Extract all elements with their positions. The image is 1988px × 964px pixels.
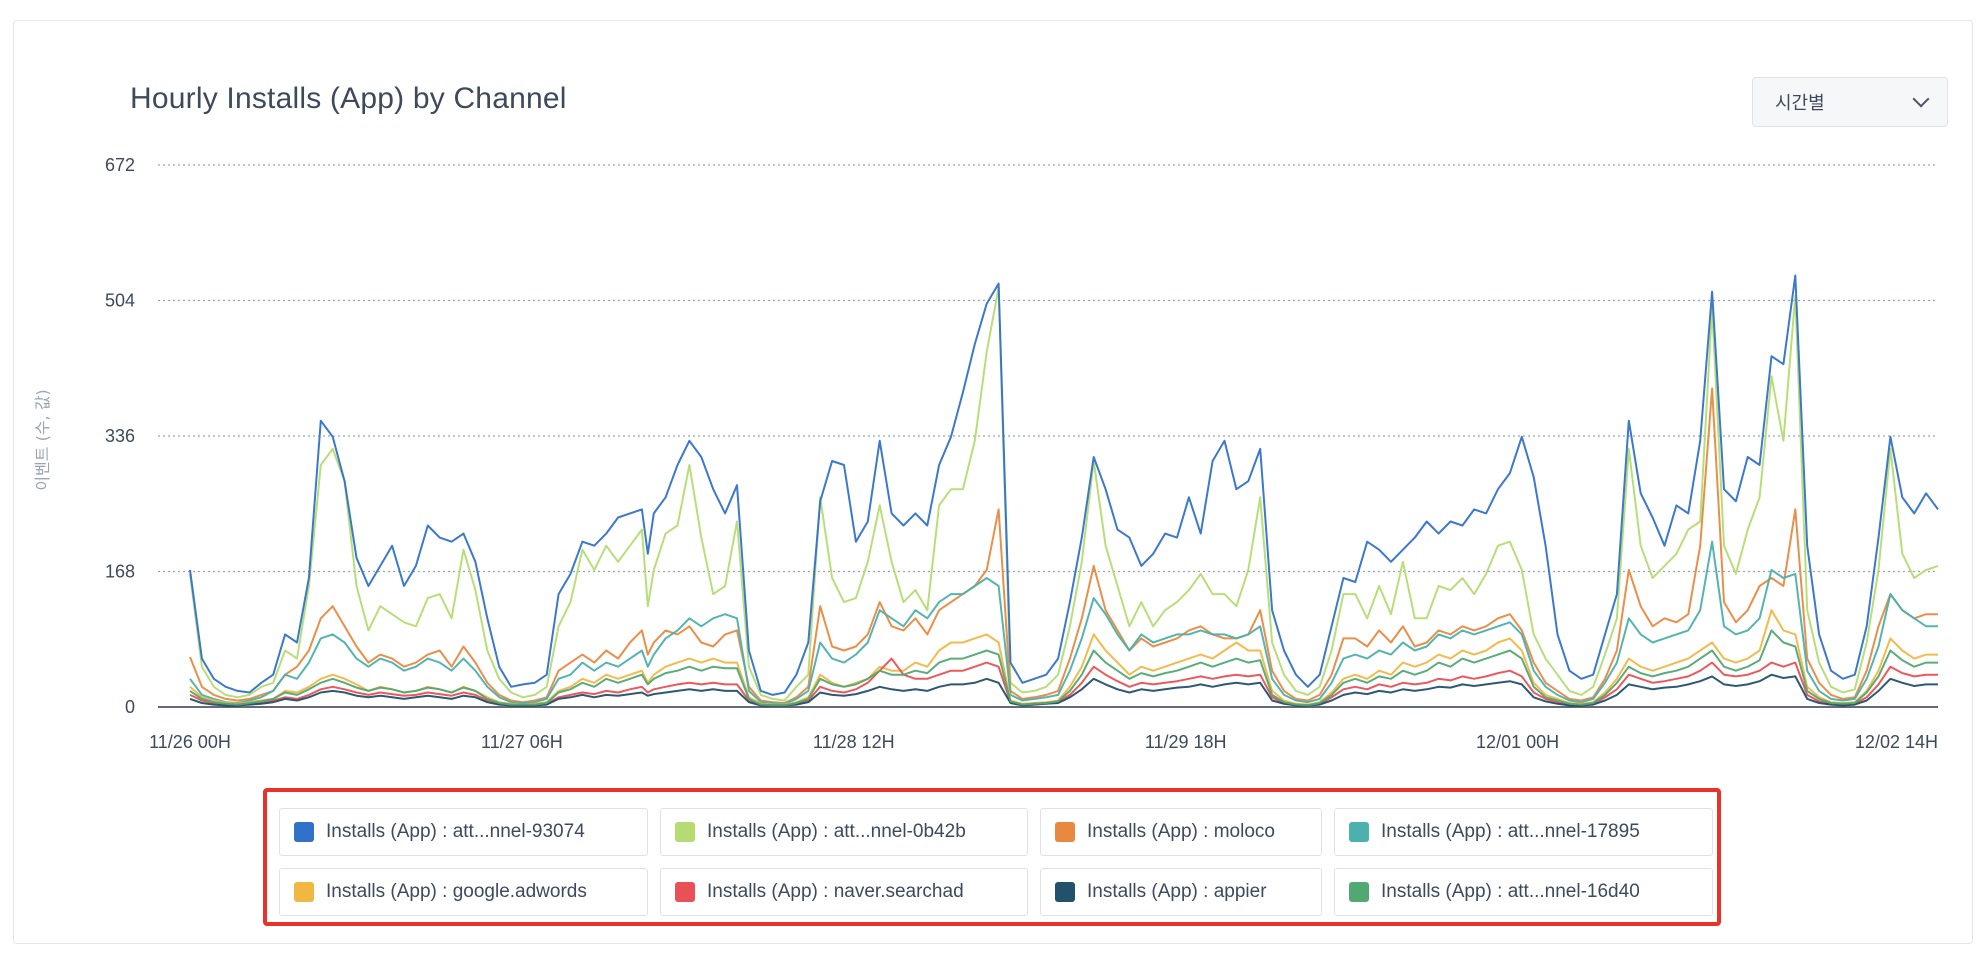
x-tick-label: 11/29 18H bbox=[1145, 732, 1227, 752]
y-axis-label: 이벤트 (수, 값) bbox=[33, 389, 52, 490]
x-tick-label: 11/26 00H bbox=[149, 732, 231, 752]
legend-swatch bbox=[1055, 882, 1075, 902]
series-line-8 bbox=[189, 629, 1938, 707]
axes: 0 168 336 504 672 11/26 00H 11/27 06H 11/28 12H… bbox=[105, 155, 1938, 752]
y-tick-label: 168 bbox=[105, 562, 135, 582]
y-tick-label: 504 bbox=[105, 291, 135, 311]
legend-item[interactable]: Installs (App) : appier bbox=[1040, 868, 1322, 916]
series-line-5 bbox=[189, 609, 1938, 706]
legend-label: Installs (App) : att...nnel-93074 bbox=[326, 821, 585, 842]
x-tick-label: 12/02 14H bbox=[1855, 732, 1938, 752]
interval-select-value: 시간별 bbox=[1775, 93, 1825, 113]
legend-label: Installs (App) : appier bbox=[1087, 881, 1267, 902]
series-lines bbox=[189, 274, 1939, 707]
x-tick-label: 11/27 06H bbox=[481, 732, 563, 752]
legend-swatch bbox=[1055, 822, 1075, 842]
legend-item[interactable]: Installs (App) : google.adwords bbox=[279, 868, 648, 916]
legend-item[interactable]: Installs (App) : att...nnel-16d40 bbox=[1334, 868, 1713, 916]
y-tick-label: 672 bbox=[105, 155, 135, 175]
legend: Installs (App) : att...nnel-93074 Install… bbox=[263, 788, 1721, 926]
series-line-4 bbox=[189, 540, 1938, 705]
series-line-1 bbox=[189, 274, 1939, 696]
series-line-7 bbox=[189, 673, 1938, 707]
legend-label: Installs (App) : att...nnel-16d40 bbox=[1381, 881, 1640, 902]
series-line-2 bbox=[189, 286, 1939, 702]
legend-item[interactable]: Installs (App) : att...nnel-0b42b bbox=[660, 808, 1028, 856]
legend-swatch bbox=[1349, 882, 1369, 902]
legend-item[interactable]: Installs (App) : att...nnel-17895 bbox=[1334, 808, 1713, 856]
y-tick-label: 336 bbox=[105, 426, 135, 446]
gridlines bbox=[158, 164, 1938, 573]
y-tick-label: 0 bbox=[125, 697, 135, 717]
legend-label: Installs (App) : naver.searchad bbox=[707, 881, 964, 902]
legend-swatch bbox=[294, 822, 314, 842]
legend-swatch bbox=[294, 882, 314, 902]
legend-swatch bbox=[675, 822, 695, 842]
legend-item[interactable]: Installs (App) : moloco bbox=[1040, 808, 1322, 856]
legend-label: Installs (App) : att...nnel-0b42b bbox=[707, 821, 966, 842]
x-tick-label: 12/01 00H bbox=[1476, 732, 1559, 752]
series-line-3 bbox=[189, 387, 1938, 704]
x-tick-label: 11/28 12H bbox=[813, 732, 895, 752]
legend-swatch bbox=[1349, 822, 1369, 842]
legend-item[interactable]: Installs (App) : naver.searchad bbox=[660, 868, 1028, 916]
legend-label: Installs (App) : google.adwords bbox=[326, 881, 587, 902]
interval-select[interactable]: 시간별 bbox=[1752, 77, 1948, 127]
legend-swatch bbox=[675, 882, 695, 902]
legend-label: Installs (App) : moloco bbox=[1087, 821, 1275, 842]
legend-label: Installs (App) : att...nnel-17895 bbox=[1381, 821, 1640, 842]
chart-title: Hourly Installs (App) by Channel bbox=[130, 82, 567, 115]
legend-item[interactable]: Installs (App) : att...nnel-93074 bbox=[279, 808, 648, 856]
